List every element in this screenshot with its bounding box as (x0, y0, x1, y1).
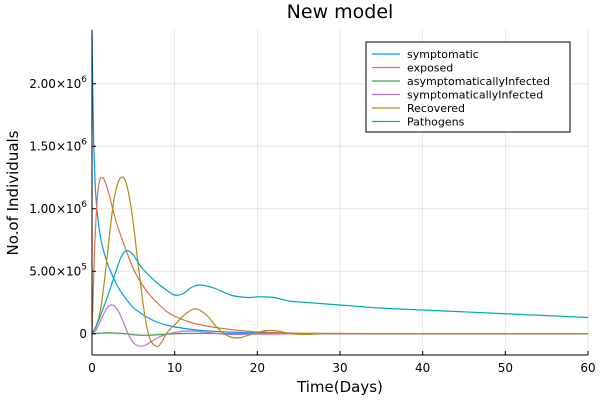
y-tick-label: 2.00×106 (29, 75, 87, 91)
legend-label: asymptomaticallyInfected (407, 75, 550, 88)
y-tick-label: 1.00×106 (29, 200, 87, 216)
y-tick-label: 0 (79, 327, 87, 341)
legend-label: exposed (407, 62, 453, 75)
legend-label: Recovered (407, 102, 465, 115)
y-axis-title: No.of Individuals (4, 130, 22, 255)
x-tick-label: 10 (167, 361, 182, 375)
y-tick-label: 5.00×105 (29, 262, 87, 278)
y-tick-label: 1.50×106 (29, 137, 87, 153)
x-tick-label: 40 (415, 361, 430, 375)
legend-label: symptomatic (407, 48, 479, 61)
legend-box (365, 41, 571, 133)
legend-label: symptomaticallyInfected (407, 89, 543, 102)
x-tick-label: 60 (580, 361, 595, 375)
x-axis-title: Time(Days) (296, 378, 383, 396)
x-tick-label: 0 (88, 361, 96, 375)
plot-series (92, 33, 588, 348)
series-line-Pathogens (92, 250, 588, 335)
legend: symptomaticexposedasymptomaticallyInfect… (365, 41, 571, 133)
chart-title: New model (287, 1, 394, 23)
legend-label: Pathogens (407, 116, 465, 129)
x-tick-label: 30 (332, 361, 347, 375)
y-ticks: 0 5.00×105 1.00×106 1.50×106 2.00×106 (29, 75, 96, 341)
series-line-symptomaticallyInfected (92, 304, 588, 347)
x-tick-label: 50 (498, 361, 513, 375)
series-line-Recovered (92, 176, 588, 348)
x-ticks: 0 10 20 30 40 50 60 (88, 351, 596, 375)
x-tick-label: 20 (250, 361, 265, 375)
